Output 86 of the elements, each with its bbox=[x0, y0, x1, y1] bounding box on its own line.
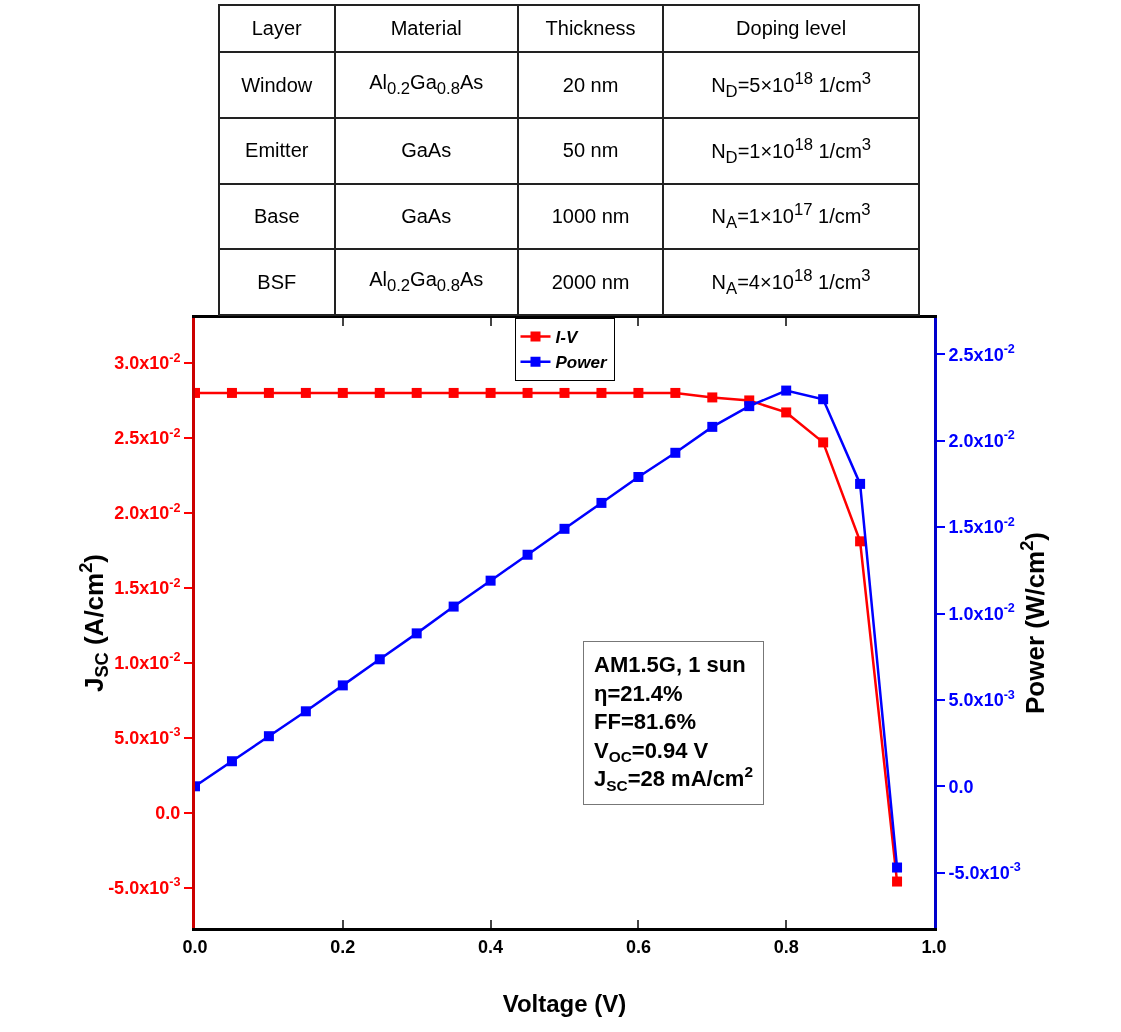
point bbox=[485, 387, 496, 398]
x-axis-title: Voltage (V) bbox=[502, 990, 627, 1017]
annotation: AM1.5G, 1 sun bbox=[594, 652, 746, 677]
point bbox=[744, 401, 755, 412]
y2-tick-label: 5.0x10$^{-3}$ bbox=[948, 687, 1015, 711]
annotation: J$_{SC}$=28 mA/cm$^{2}$ bbox=[594, 763, 753, 795]
category-label: Base bbox=[253, 205, 300, 227]
point bbox=[633, 471, 644, 482]
point bbox=[374, 654, 385, 665]
y-tick-label: 5.0x10$^{-3}$ bbox=[114, 725, 181, 748]
y2-tick-label: 1.5x10$^{-2}$ bbox=[948, 514, 1015, 538]
point bbox=[263, 731, 274, 742]
x-tick-label: 0.2 bbox=[330, 936, 356, 957]
x-tick-label: 0.0 bbox=[182, 936, 208, 957]
text: 2000 nm bbox=[551, 270, 630, 293]
point bbox=[559, 523, 570, 534]
point bbox=[411, 387, 422, 398]
text: 50 nm bbox=[562, 139, 619, 162]
category-label: Window bbox=[241, 73, 313, 96]
x-tick-label: 0.6 bbox=[625, 936, 651, 957]
point bbox=[374, 387, 385, 398]
point bbox=[263, 387, 274, 398]
text: N$_{A}$=4×10$^{18}$ 1/cm$^{3}$ bbox=[711, 265, 871, 298]
text: 20 nm bbox=[562, 73, 619, 96]
point bbox=[226, 756, 237, 767]
point bbox=[300, 387, 311, 398]
point bbox=[781, 407, 792, 418]
point bbox=[596, 387, 607, 398]
point bbox=[337, 680, 348, 691]
point bbox=[892, 862, 903, 873]
point bbox=[300, 706, 311, 717]
annotation: V$_{OC}$=0.94 V bbox=[594, 737, 709, 766]
y-tick-label: 0.0 bbox=[155, 802, 181, 823]
point bbox=[781, 385, 792, 396]
text: Al$_{0.2}$Ga$_{0.8}$As bbox=[369, 268, 484, 296]
y2-tick-label: 2.0x10$^{-2}$ bbox=[948, 428, 1015, 451]
category-label: Layer bbox=[219, 5, 335, 53]
point bbox=[670, 447, 681, 458]
category-label: BSF bbox=[257, 270, 297, 293]
point bbox=[448, 387, 459, 398]
category-label: Doping level bbox=[663, 5, 919, 53]
y2-tick-label: 2.5x10$^{-2}$ bbox=[948, 342, 1015, 365]
annotation: η=21.4% bbox=[594, 680, 683, 706]
y-tick-label: 1.5x10$^{-2}$ bbox=[114, 575, 181, 599]
point bbox=[485, 575, 496, 586]
point bbox=[559, 387, 570, 398]
category-label: Emitter bbox=[245, 139, 309, 162]
y-tick-label: 3.0x10$^{-2}$ bbox=[114, 350, 181, 374]
point bbox=[707, 392, 718, 403]
point bbox=[855, 536, 866, 547]
y-tick-label: 1.0x10$^{-2}$ bbox=[114, 650, 181, 674]
x-tick-label: 1.0 bbox=[921, 936, 947, 957]
y-tick-label: -5.0x10$^{-3}$ bbox=[108, 875, 181, 898]
point bbox=[448, 601, 459, 612]
text: Al$_{0.2}$Ga$_{0.8}$As bbox=[369, 71, 484, 99]
text: 1000 nm bbox=[551, 205, 630, 227]
legend-label: Power bbox=[555, 353, 608, 373]
category-label: Material bbox=[334, 5, 518, 53]
category-label: Thickness bbox=[517, 5, 664, 53]
text: N$_{D}$=1×10$^{18}$ 1/cm$^{3}$ bbox=[711, 134, 872, 167]
annotation: FF=81.6% bbox=[594, 709, 697, 735]
y2-tick-label: -5.0x10$^{-3}$ bbox=[948, 860, 1021, 883]
y2-tick-label: 0.0 bbox=[948, 776, 974, 797]
point bbox=[633, 387, 644, 398]
point bbox=[818, 437, 829, 448]
text: GaAs bbox=[401, 139, 452, 162]
point bbox=[596, 497, 607, 508]
y-tick-label: 2.0x10$^{-2}$ bbox=[114, 500, 181, 524]
point bbox=[522, 387, 533, 398]
y2-tick-label: 1.0x10$^{-2}$ bbox=[948, 601, 1015, 624]
text: N$_{A}$=1×10$^{17}$ 1/cm$^{3}$ bbox=[711, 200, 871, 232]
y-tick-label: 2.5x10$^{-2}$ bbox=[114, 425, 181, 449]
point bbox=[522, 549, 533, 560]
point bbox=[707, 421, 718, 432]
text: GaAs bbox=[401, 205, 452, 227]
point bbox=[818, 394, 829, 405]
text: N$_{D}$=5×10$^{18}$ 1/cm$^{3}$ bbox=[711, 68, 872, 101]
legend-label: I-V bbox=[555, 328, 579, 348]
x-tick-label: 0.4 bbox=[478, 936, 504, 957]
point bbox=[670, 387, 681, 398]
point bbox=[411, 628, 422, 639]
point bbox=[855, 478, 866, 489]
point bbox=[337, 387, 348, 398]
point bbox=[892, 876, 903, 887]
x-tick-label: 0.8 bbox=[773, 936, 799, 957]
point bbox=[226, 387, 237, 398]
